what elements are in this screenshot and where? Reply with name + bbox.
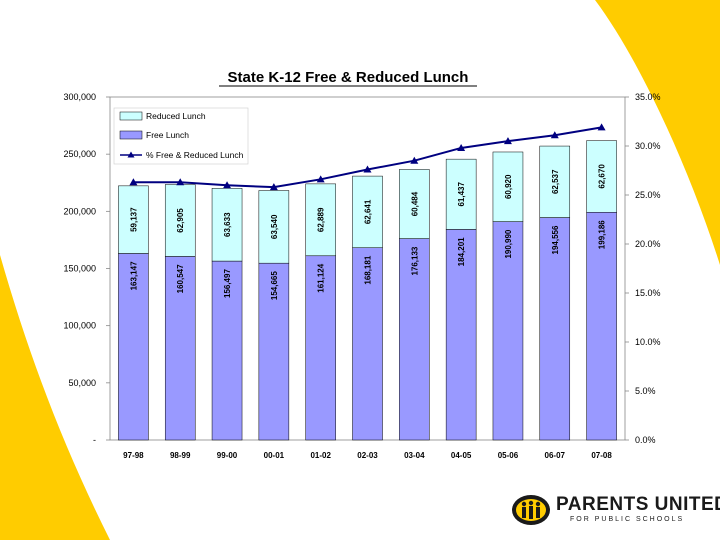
legend-line-marker bbox=[127, 151, 135, 158]
x-category-label: 07-08 bbox=[591, 451, 612, 460]
bar-reduced-lunch bbox=[539, 145, 571, 218]
percent-point bbox=[550, 131, 559, 139]
legend: Reduced Lunch Free Lunch % Free & Reduce… bbox=[113, 107, 249, 165]
bar-free-lunch bbox=[305, 255, 336, 441]
data-label-reduced: 59,137 bbox=[129, 207, 138, 232]
x-category-label: 00-01 bbox=[264, 451, 285, 460]
percent-point bbox=[597, 123, 606, 131]
data-label-reduced: 63,540 bbox=[270, 214, 279, 239]
percent-point bbox=[457, 143, 466, 151]
data-label-free: 194,556 bbox=[551, 225, 560, 254]
bar-free-lunch bbox=[164, 256, 196, 441]
data-label-reduced: 62,641 bbox=[364, 199, 373, 224]
x-category-label: 06-07 bbox=[545, 451, 566, 460]
y2-tick-label: 0.0% bbox=[635, 435, 656, 445]
x-axis-categories: 97-98 98-99 99-00 00-01 01-02 02-03 03-04 04-05… bbox=[123, 451, 612, 460]
percent-point bbox=[316, 175, 325, 183]
percent-point bbox=[223, 181, 232, 189]
y-tick-label: 50,000 bbox=[68, 378, 96, 388]
y2-tick-label: 35.0% bbox=[635, 92, 661, 102]
y2-tick-label: 10.0% bbox=[635, 337, 661, 347]
x-category-label: 04-05 bbox=[451, 451, 472, 460]
x-category-label: 99-00 bbox=[217, 451, 238, 460]
data-label-free: 190,990 bbox=[504, 229, 513, 258]
x-category-label: 05-06 bbox=[498, 451, 519, 460]
data-label-free: 184,201 bbox=[457, 237, 466, 266]
yellow-swoosh-top-right bbox=[595, 0, 720, 265]
y-axis-ticks: - 50,000 100,000 150,000 200,000 250,000 300,0… bbox=[63, 92, 110, 445]
data-label-reduced: 62,905 bbox=[176, 208, 185, 233]
y2-tick-label: 30.0% bbox=[635, 141, 661, 151]
bar-reduced-lunch bbox=[586, 140, 617, 213]
percent-point bbox=[503, 137, 512, 145]
logo-tagline: FOR PUBLIC SCHOOLS bbox=[570, 516, 685, 523]
data-label-free: 154,665 bbox=[270, 271, 279, 300]
data-label-free: 168,181 bbox=[364, 255, 373, 284]
data-label-free: 163,147 bbox=[129, 261, 138, 290]
bar-free-lunch bbox=[586, 212, 617, 441]
bar-free-lunch bbox=[118, 253, 149, 441]
percent-point bbox=[176, 178, 185, 186]
bar-reduced-lunch bbox=[118, 185, 149, 254]
x-category-label: 97-98 bbox=[123, 451, 144, 460]
y2-axis-ticks: 0.0% 5.0% 10.0% 15.0% 20.0% 25.0% 30.0% 35.0% bbox=[625, 92, 661, 445]
data-label-free: 199,186 bbox=[598, 220, 607, 249]
bar-reduced-lunch bbox=[305, 183, 336, 257]
data-label-free: 160,547 bbox=[176, 264, 185, 293]
bar-reduced-lunch bbox=[399, 169, 430, 239]
y2-tick-label: 15.0% bbox=[635, 288, 661, 298]
bar-free-lunch bbox=[445, 229, 477, 441]
percent-line-series bbox=[129, 123, 606, 191]
yellow-swoosh-bottom-left bbox=[0, 255, 110, 540]
logo-mark-icon bbox=[512, 495, 550, 525]
bar-free-lunch bbox=[492, 221, 524, 441]
parents-united-logo: PARENTS UNITED FOR PUBLIC SCHOOLS bbox=[510, 492, 720, 528]
legend-label-percent: % Free & Reduced Lunch bbox=[146, 150, 244, 160]
y-tick-label: 200,000 bbox=[63, 206, 96, 216]
y2-tick-label: 5.0% bbox=[635, 386, 656, 396]
y-tick-label: 250,000 bbox=[63, 149, 96, 159]
legend-label-free: Free Lunch bbox=[146, 130, 189, 140]
data-label-free: 156,497 bbox=[223, 269, 232, 298]
bar-reduced-lunch bbox=[211, 188, 243, 262]
legend-label-reduced: Reduced Lunch bbox=[146, 111, 206, 121]
data-label-reduced: 63,633 bbox=[223, 212, 232, 237]
data-label-reduced: 62,537 bbox=[551, 169, 560, 194]
bar-free-lunch bbox=[258, 262, 290, 441]
data-label-reduced: 60,920 bbox=[504, 174, 513, 199]
y2-tick-label: 25.0% bbox=[635, 190, 661, 200]
y-tick-label: 300,000 bbox=[63, 92, 96, 102]
y-tick-label: - bbox=[93, 435, 96, 445]
x-category-label: 98-99 bbox=[170, 451, 191, 460]
x-category-label: 03-04 bbox=[404, 451, 425, 460]
data-label-reduced: 61,437 bbox=[457, 181, 466, 206]
bar-reduced-lunch bbox=[492, 151, 524, 222]
y-tick-label: 150,000 bbox=[63, 264, 96, 274]
data-label-free: 176,133 bbox=[410, 246, 419, 275]
data-label-reduced: 60,484 bbox=[410, 191, 419, 216]
percent-point bbox=[410, 156, 419, 164]
percent-point bbox=[129, 178, 138, 186]
data-label-free: 161,124 bbox=[317, 263, 326, 292]
y2-tick-label: 20.0% bbox=[635, 239, 661, 249]
legend-swatch-reduced bbox=[119, 111, 143, 121]
bar-series: 163,147 59,137 160,547 62,905 156,497 63,633 1… bbox=[118, 140, 617, 441]
data-label-reduced: 62,889 bbox=[317, 207, 326, 232]
bar-reduced-lunch bbox=[445, 158, 477, 230]
x-category-label: 01-02 bbox=[310, 451, 331, 460]
logo-name: PARENTS UNITED bbox=[556, 494, 720, 515]
bar-reduced-lunch bbox=[352, 175, 383, 248]
bar-free-lunch bbox=[539, 217, 571, 441]
percent-point bbox=[269, 183, 278, 191]
percent-point bbox=[363, 165, 372, 173]
bar-free-lunch bbox=[211, 260, 243, 441]
bar-reduced-lunch bbox=[258, 190, 290, 264]
y-tick-label: 100,000 bbox=[63, 321, 96, 331]
data-label-reduced: 62,670 bbox=[598, 164, 607, 189]
x-category-label: 02-03 bbox=[357, 451, 378, 460]
chart-title: State K-12 Free & Reduced Lunch bbox=[228, 69, 469, 86]
legend-swatch-free bbox=[119, 130, 143, 140]
